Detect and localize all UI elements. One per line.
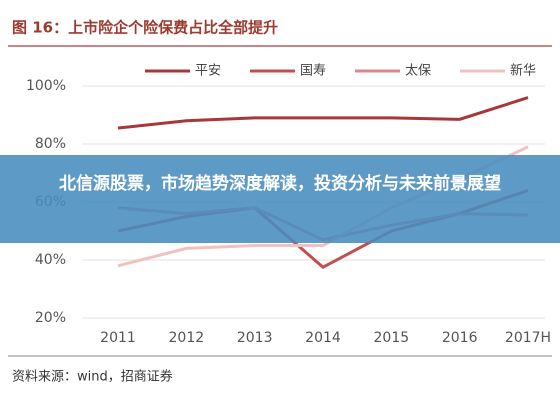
legend-label: 平安 bbox=[195, 64, 221, 79]
source: 资料来源：wind，招商证券 bbox=[12, 369, 173, 385]
x-tick-label: 2016 bbox=[442, 330, 478, 346]
x-tick-label: 2014 bbox=[305, 330, 341, 346]
y-tick-label: 100% bbox=[26, 78, 66, 94]
x-tick-label: 2013 bbox=[237, 330, 273, 346]
y-tick-label: 40% bbox=[35, 252, 66, 268]
x-tick-label: 2011 bbox=[100, 330, 136, 346]
chart-title: 图 16：上市险企个险保费占比全部提升 bbox=[12, 19, 278, 37]
series-line bbox=[117, 96, 529, 130]
legend-label: 太保 bbox=[405, 64, 431, 79]
x-tick-label: 2012 bbox=[169, 330, 205, 346]
y-tick-label: 80% bbox=[35, 136, 66, 152]
x-tick-label: 2017H bbox=[505, 330, 551, 346]
legend-label: 国寿 bbox=[300, 64, 326, 79]
x-tick-label: 2015 bbox=[374, 330, 410, 346]
y-tick-label: 20% bbox=[35, 310, 66, 326]
banner: 北信源股票，市场趋势深度解读，投资分析与未来前景展望 bbox=[0, 155, 560, 243]
legend-label: 新华 bbox=[510, 63, 536, 79]
